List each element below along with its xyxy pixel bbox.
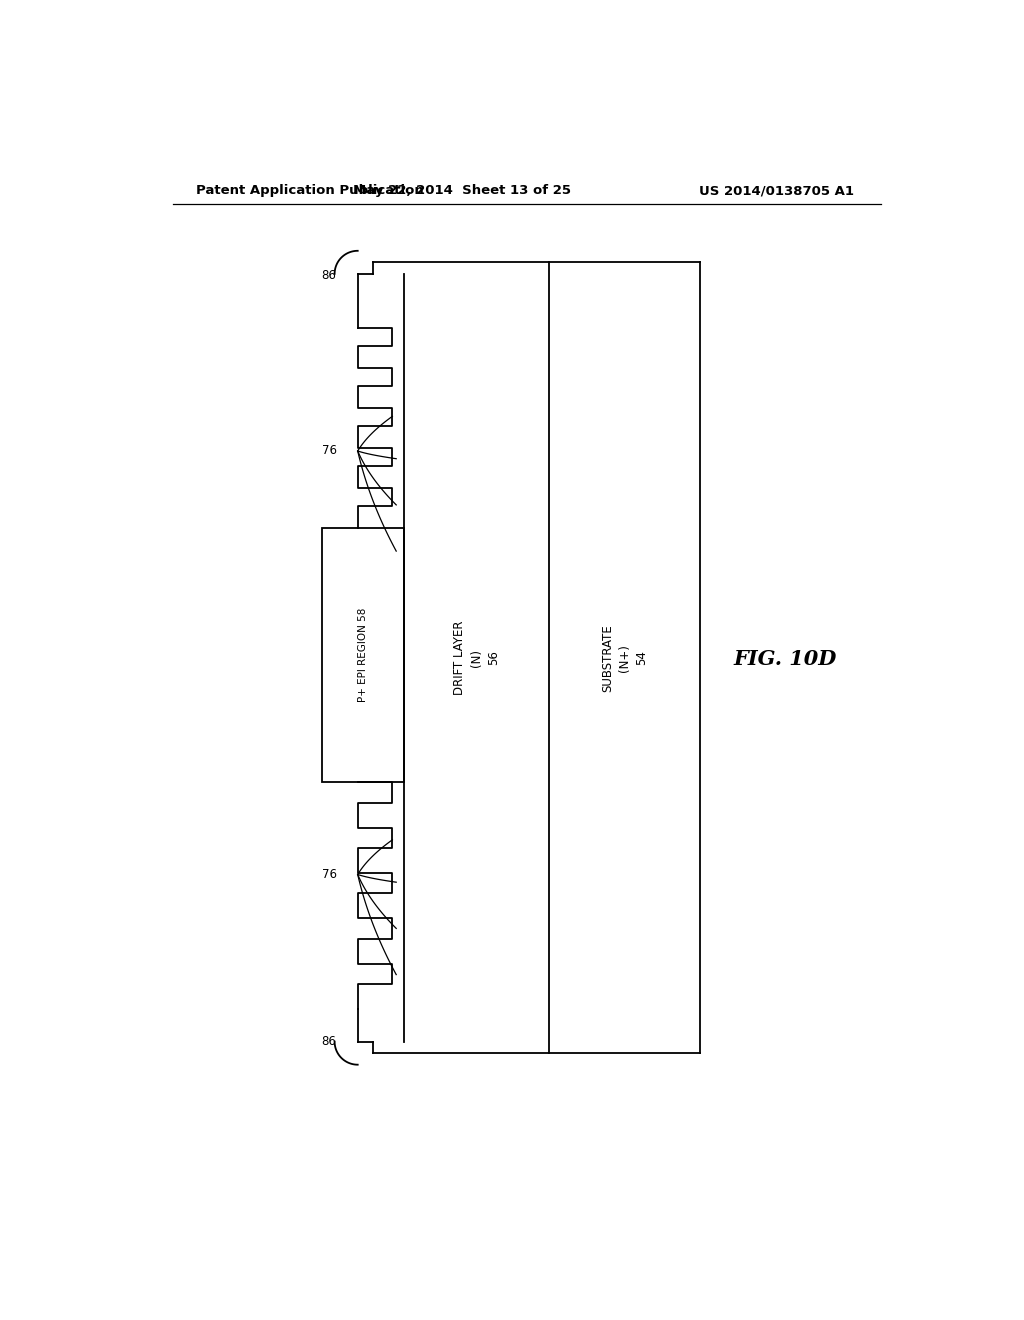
Text: P+ EPI REGION 58: P+ EPI REGION 58 <box>357 609 368 702</box>
Bar <box>322 528 403 781</box>
Text: 86: 86 <box>322 1035 337 1048</box>
Text: 76: 76 <box>322 445 337 458</box>
Text: US 2014/0138705 A1: US 2014/0138705 A1 <box>699 185 854 197</box>
Text: FIG. 10D: FIG. 10D <box>733 649 837 669</box>
Text: Patent Application Publication: Patent Application Publication <box>196 185 424 197</box>
Text: May 22, 2014  Sheet 13 of 25: May 22, 2014 Sheet 13 of 25 <box>352 185 570 197</box>
Text: SUBSTRATE
(N+)
54: SUBSTRATE (N+) 54 <box>601 624 648 692</box>
Text: DRIFT LAYER
(N)
56: DRIFT LAYER (N) 56 <box>453 620 500 696</box>
Text: 86: 86 <box>322 269 337 282</box>
Text: 76: 76 <box>322 869 337 880</box>
